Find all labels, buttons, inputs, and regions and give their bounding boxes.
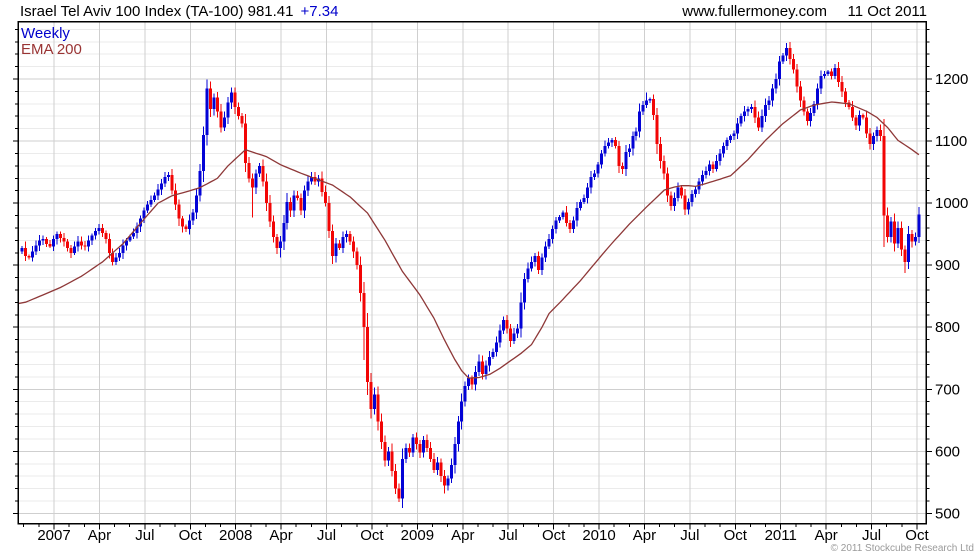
- svg-text:2011: 2011: [765, 527, 797, 544]
- svg-text:Apr: Apr: [633, 527, 656, 544]
- svg-text:Jul: Jul: [862, 527, 881, 544]
- axis-labels: 500 600 700 800 900 1000 1100 1200 2007 Apr Jul Oct…: [37, 71, 968, 544]
- svg-text:2009: 2009: [401, 527, 434, 544]
- instrument-title: Israel Tel Aviv 100 Index (TA-100) 981.4…: [20, 3, 294, 20]
- candles: [20, 41, 921, 509]
- legend-ema-label: EMA 200: [21, 41, 82, 58]
- svg-text:Apr: Apr: [88, 527, 111, 544]
- svg-text:Oct: Oct: [905, 527, 929, 544]
- svg-text:1100: 1100: [935, 133, 967, 150]
- header-titlebar: Israel Tel Aviv 100 Index (TA-100) 981.4…: [20, 3, 338, 20]
- legend-timeframe-label: Weekly: [21, 25, 70, 42]
- svg-text:Oct: Oct: [542, 527, 566, 544]
- svg-text:1000: 1000: [935, 195, 968, 212]
- ema-line: [17, 101, 920, 379]
- price-change-badge: +7.34: [300, 3, 339, 20]
- svg-text:900: 900: [935, 257, 960, 274]
- svg-text:1200: 1200: [935, 71, 968, 88]
- svg-text:Jul: Jul: [680, 527, 699, 544]
- date-label: 11 Oct 2011: [847, 3, 928, 20]
- svg-text:Oct: Oct: [724, 527, 748, 544]
- svg-text:Apr: Apr: [269, 527, 292, 544]
- svg-text:Jul: Jul: [135, 527, 154, 544]
- svg-text:Jul: Jul: [499, 527, 518, 544]
- grid-major: [18, 21, 926, 524]
- svg-text:Apr: Apr: [814, 527, 837, 544]
- svg-text:700: 700: [935, 381, 960, 398]
- svg-text:Oct: Oct: [179, 527, 203, 544]
- plot-border: [17, 20, 927, 525]
- svg-text:Apr: Apr: [451, 527, 474, 544]
- svg-text:2007: 2007: [37, 527, 70, 544]
- svg-text:2010: 2010: [582, 527, 615, 544]
- svg-text:800: 800: [935, 319, 960, 336]
- svg-text:600: 600: [935, 443, 960, 460]
- grid-minor: [18, 28, 926, 502]
- copyright-label: © 2011 Stockcube Research Ltd: [830, 543, 974, 554]
- svg-text:Oct: Oct: [360, 527, 384, 544]
- svg-text:Jul: Jul: [317, 527, 336, 544]
- website-label: www.fullermoney.com: [682, 3, 827, 20]
- svg-text:500: 500: [935, 505, 960, 522]
- svg-text:2008: 2008: [219, 527, 252, 544]
- axis-ticks: [13, 28, 932, 530]
